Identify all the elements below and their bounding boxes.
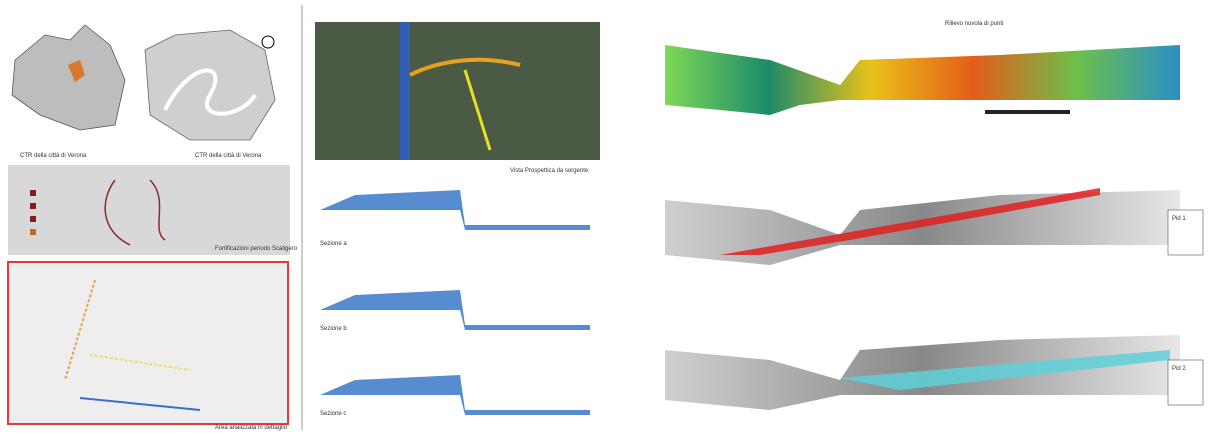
left-column: CTR della città di Verona CTR della citt…	[8, 25, 298, 431]
caption: Fortificazioni periodo Scaligero	[215, 246, 298, 252]
province-map	[12, 25, 125, 130]
caption: CTR della città di Verona	[195, 153, 262, 159]
aerial-photo	[315, 22, 600, 160]
sections	[320, 190, 590, 415]
caption: Area analizzata in dettaglio	[215, 425, 288, 431]
caption: Vista Prospettica da sorgente	[510, 168, 589, 174]
legend-panel	[8, 165, 290, 255]
pid-label: Pid 2	[1172, 366, 1186, 372]
route	[400, 22, 410, 160]
caption: CTR della città di Verona	[20, 153, 87, 159]
section-label: Sezione b	[320, 326, 347, 332]
colored-section	[665, 45, 1180, 115]
section-label: Sezione c	[320, 411, 346, 417]
pid-label: Pid 1	[1172, 216, 1186, 222]
poster: CTR della città di Verona CTR della citt…	[0, 0, 1208, 434]
section-label: Sezione a	[320, 241, 347, 247]
detail-map	[8, 262, 288, 424]
label: Rilievo nuvola di punti	[945, 21, 1003, 27]
right-column: Rilievo nuvola di punti Pid 1 Pid 2	[665, 21, 1203, 410]
north-arrow	[262, 36, 274, 48]
scale-bar	[985, 110, 1070, 114]
city-map	[145, 30, 275, 140]
middle-column: Vista Prospettica da sorgente Sezione a …	[315, 22, 600, 417]
